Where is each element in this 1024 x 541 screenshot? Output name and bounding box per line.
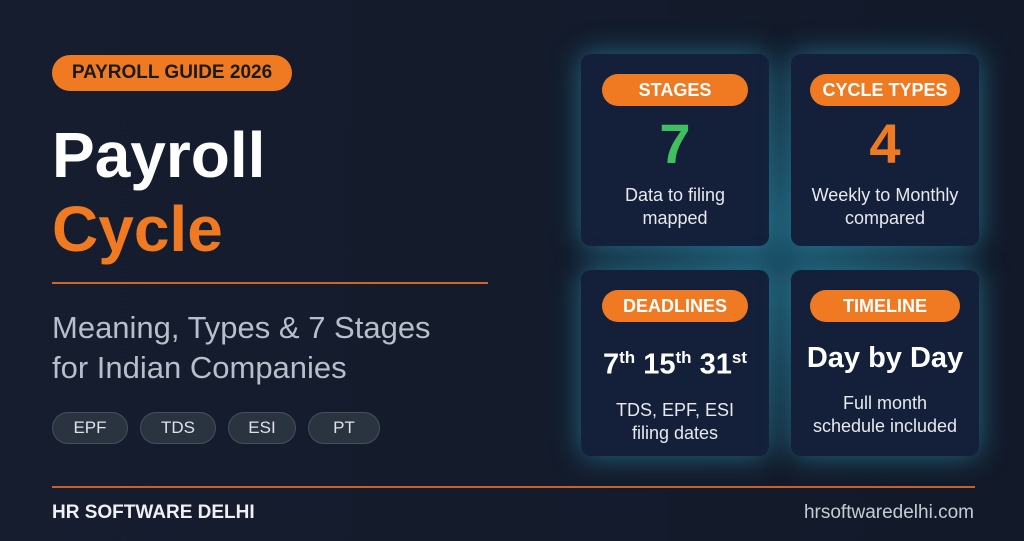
card-stages: STAGES 7 Data to filing mapped bbox=[581, 54, 769, 246]
date-suffix: th bbox=[675, 348, 692, 367]
footer-divider bbox=[52, 486, 975, 488]
chip-epf: EPF bbox=[52, 412, 128, 444]
card-label: TIMELINE bbox=[810, 290, 960, 322]
title-line-2: Cycle bbox=[52, 193, 223, 265]
card-desc: Full month bbox=[842, 393, 928, 413]
date: 7 bbox=[602, 348, 620, 381]
title-line-1: Payroll bbox=[52, 119, 266, 191]
card-label: CYCLE TYPES bbox=[810, 74, 960, 106]
date: 15 bbox=[643, 348, 676, 381]
card-cycle-types: CYCLE TYPES 4 Weekly to Monthly compared bbox=[791, 54, 979, 246]
subtitle-line-2: for Indian Companies bbox=[52, 350, 347, 385]
card-desc: Data to filing bbox=[624, 185, 726, 205]
date: 31 bbox=[699, 348, 732, 381]
card-value: 7 bbox=[659, 112, 691, 175]
card-desc: Weekly to Monthly bbox=[811, 185, 959, 205]
card-desc: TDS, EPF, ESI bbox=[615, 399, 735, 420]
chip-pt: PT bbox=[308, 412, 380, 444]
divider bbox=[52, 282, 488, 284]
card-desc: schedule included bbox=[812, 416, 958, 436]
subtitle-line-1: Meaning, Types & 7 Stages bbox=[52, 310, 431, 345]
card-value: 4 bbox=[869, 112, 901, 175]
card-desc: filing dates bbox=[631, 422, 719, 443]
date-suffix: st bbox=[731, 348, 747, 367]
card-deadlines: DEADLINES 7th 15th 31st TDS, EPF, ESI fil… bbox=[581, 270, 769, 456]
chip-esi: ESI bbox=[228, 412, 296, 444]
chip-tds: TDS bbox=[140, 412, 216, 444]
deadline-dates: 7th 15th 31st bbox=[603, 338, 747, 385]
card-label: DEADLINES bbox=[602, 290, 748, 322]
card-timeline: TIMELINE Day by Day Full month schedule i… bbox=[791, 270, 979, 456]
card-desc: mapped bbox=[642, 208, 708, 228]
card-label: STAGES bbox=[602, 74, 748, 106]
date-suffix: th bbox=[619, 348, 636, 367]
card-desc: compared bbox=[844, 208, 926, 228]
guide-badge: PAYROLL GUIDE 2026 bbox=[52, 55, 292, 91]
brand-name: HR SOFTWARE DELHI bbox=[52, 502, 255, 523]
website-link[interactable]: hrsoftwaredelhi.com bbox=[803, 502, 974, 523]
card-value: Day by Day bbox=[806, 342, 964, 374]
